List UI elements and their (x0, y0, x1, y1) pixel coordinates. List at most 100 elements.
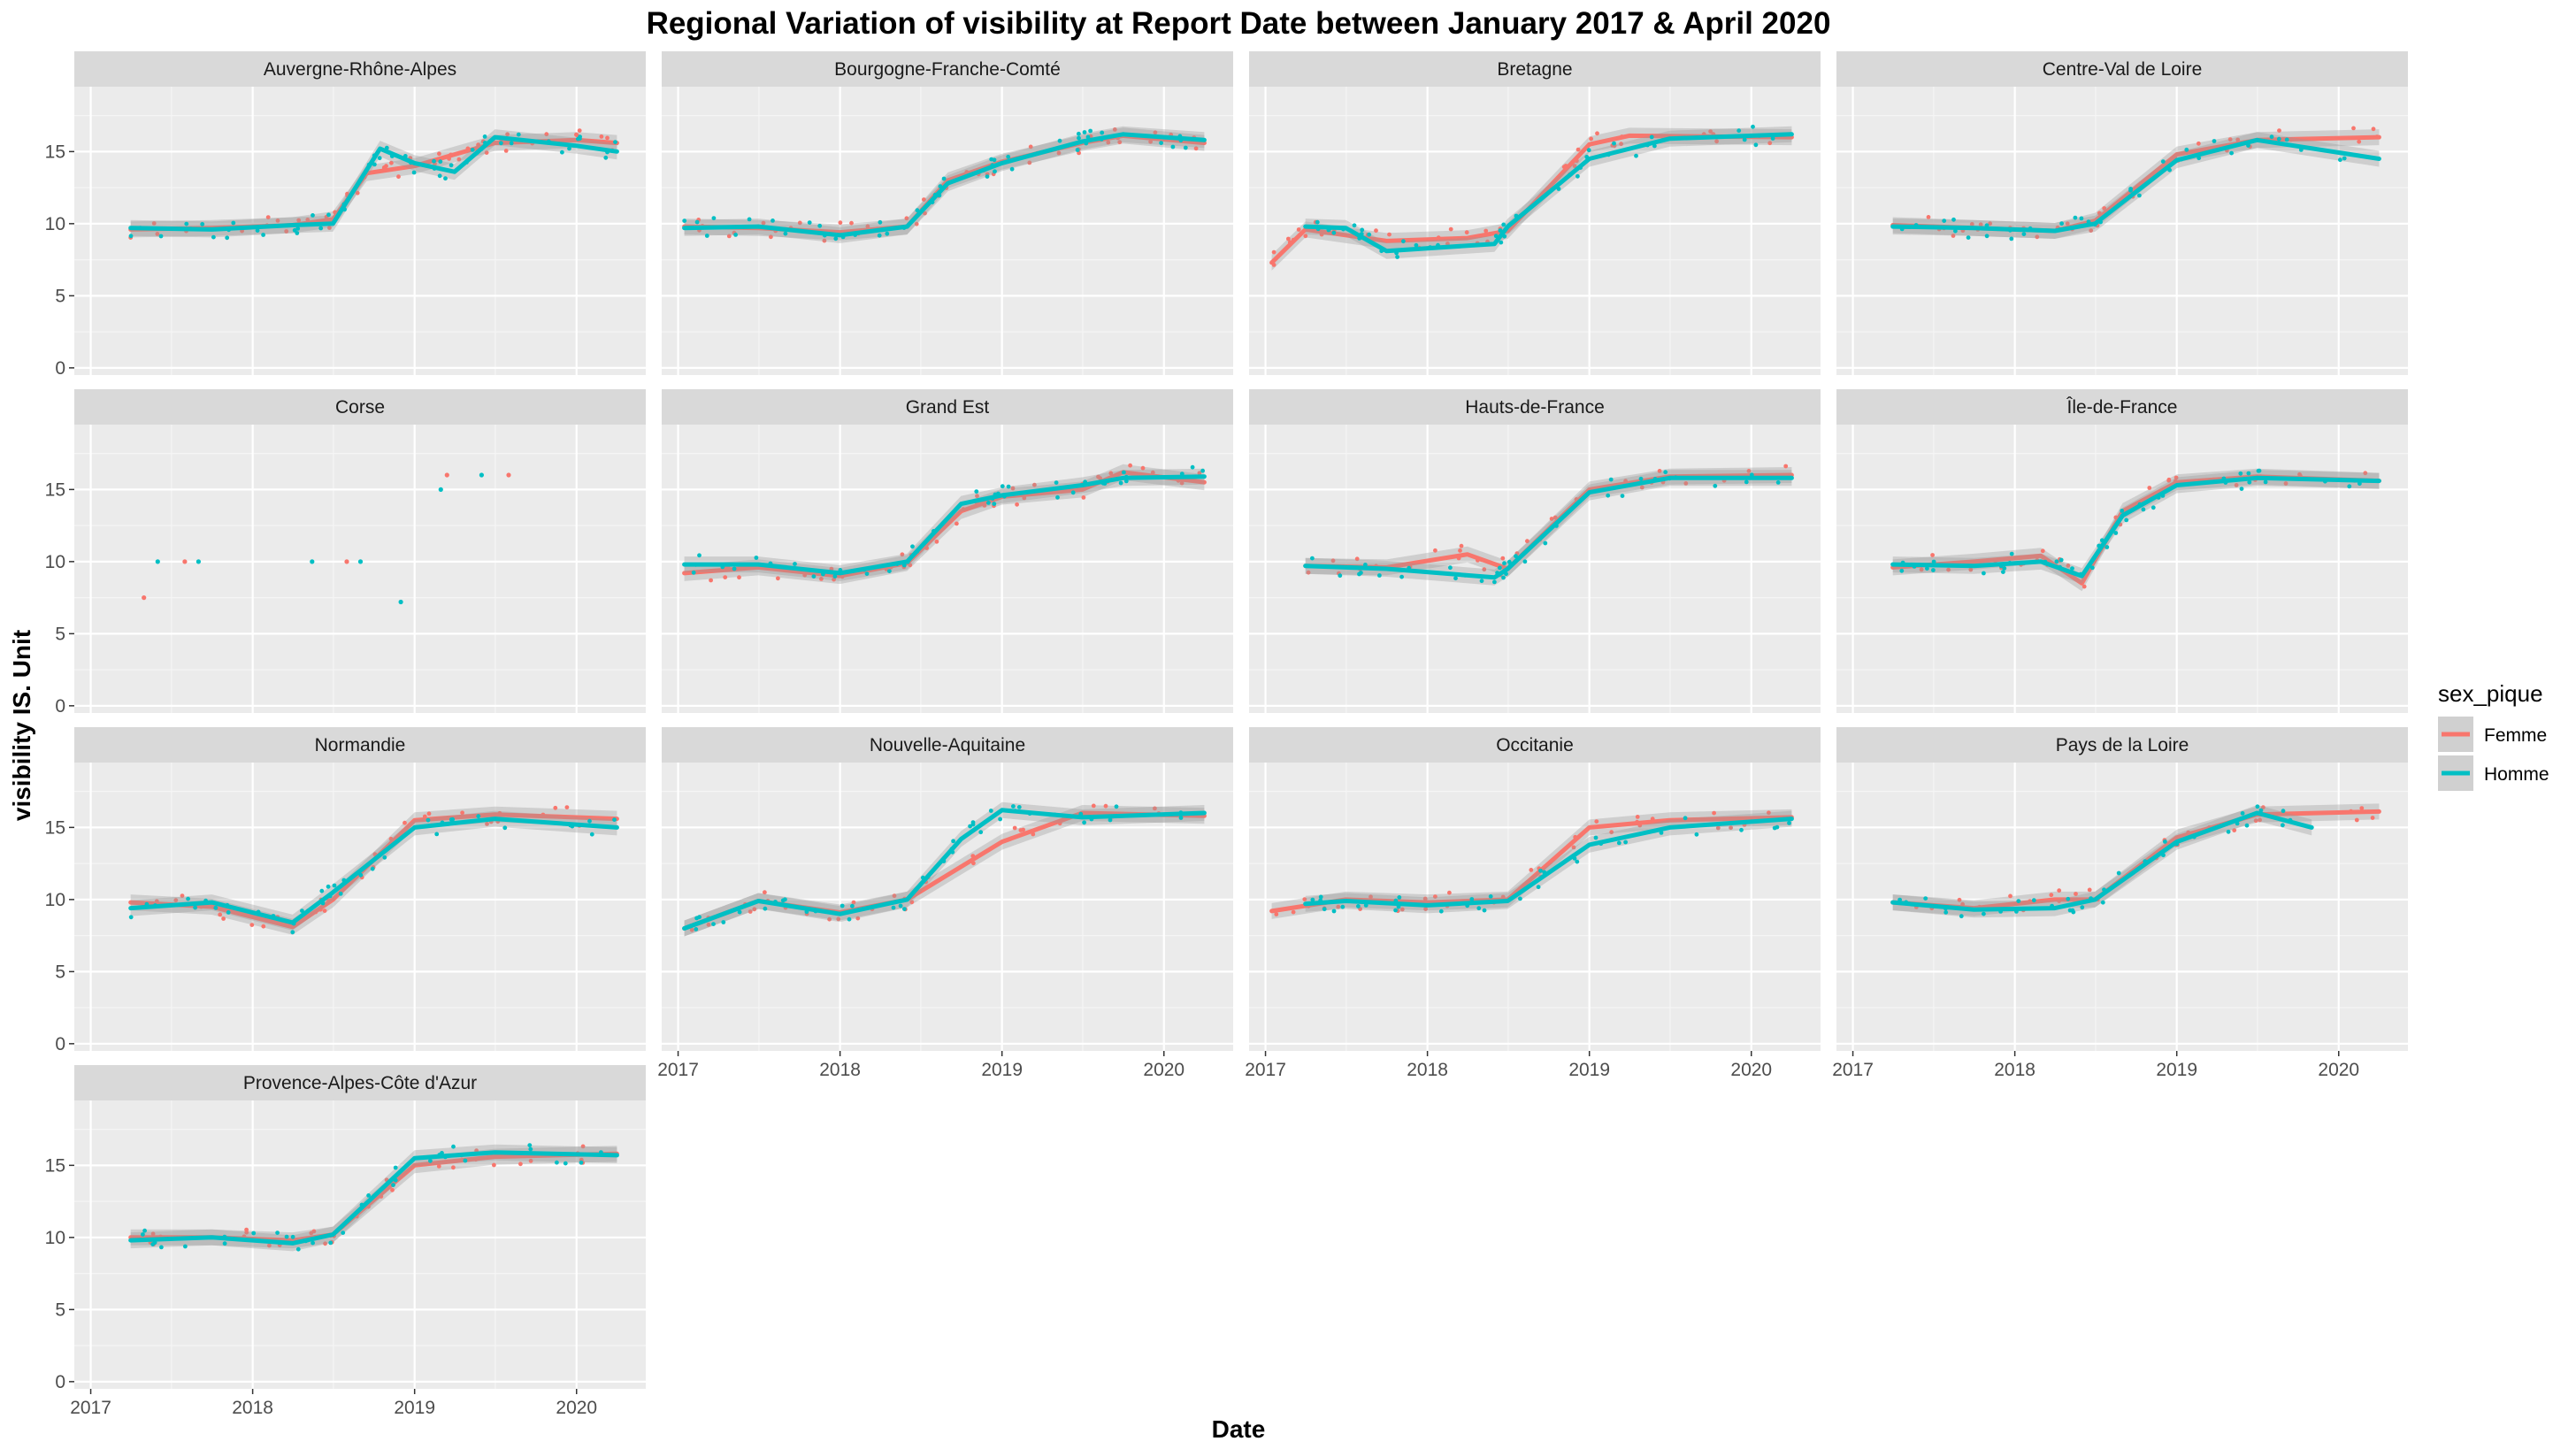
data-point (2255, 804, 2260, 809)
panel-corse: Corse 0 5 10 15 (45, 389, 646, 717)
data-point (1944, 910, 1949, 915)
data-point (1302, 897, 1307, 901)
data-point (737, 909, 742, 915)
panel-strip (1249, 727, 1821, 763)
data-point (914, 221, 919, 226)
data-point (372, 162, 377, 167)
data-point (1501, 222, 1506, 227)
data-point (344, 559, 349, 564)
data-point (267, 1243, 272, 1248)
data-point (763, 906, 768, 911)
panel-strip-label: Occitanie (1496, 735, 1574, 755)
data-point (763, 890, 767, 895)
data-point (1170, 144, 1176, 150)
data-point (1694, 832, 1699, 837)
y-tick-label: 15 (45, 479, 65, 500)
data-point (819, 577, 824, 581)
data-point (1070, 490, 1076, 495)
data-point (691, 570, 696, 575)
data-point (1498, 565, 1502, 571)
data-point (2031, 898, 2036, 903)
data-point (310, 559, 315, 564)
data-point (850, 903, 855, 908)
data-point (1057, 138, 1062, 143)
smooth-line-femme (1269, 133, 1794, 265)
data-point (390, 1187, 395, 1192)
data-point (2054, 559, 2059, 564)
data-point (1088, 128, 1092, 134)
data-point (993, 169, 997, 174)
y-axis-title: visibility IS. Unit (8, 630, 35, 821)
data-point (2269, 134, 2274, 140)
data-point (865, 224, 870, 229)
data-point (470, 148, 475, 152)
data-point (2160, 159, 2166, 165)
data-point (128, 234, 134, 239)
x-tick-label: 2018 (1407, 1060, 1448, 1080)
smooth-line-femme (128, 812, 619, 930)
data-point (284, 229, 289, 234)
data-point (1529, 868, 1534, 872)
panel-strip (662, 51, 1233, 87)
data-point (1322, 907, 1327, 912)
data-point (1091, 803, 1096, 809)
data-point (2240, 811, 2245, 816)
data-point (2212, 139, 2217, 143)
data-point (1458, 548, 1462, 553)
data-point (563, 1161, 568, 1166)
data-point (1925, 566, 1929, 571)
data-point (2073, 215, 2078, 220)
data-point (2347, 484, 2352, 489)
data-point (2174, 475, 2179, 480)
data-point (1368, 894, 1373, 900)
data-point (366, 1193, 371, 1198)
panel-strip-label: Île-de-France (2066, 397, 2178, 418)
data-point (2234, 483, 2239, 487)
data-point (864, 571, 870, 576)
data-point (2281, 809, 2286, 814)
data-point (1193, 146, 1199, 151)
data-point (682, 218, 687, 224)
data-point (2371, 126, 2376, 132)
data-point (438, 159, 443, 165)
data-point (1006, 154, 1011, 159)
data-point (2070, 566, 2074, 571)
data-point (1713, 483, 1718, 488)
panel-occitanie: Occitanie 2017 2018 2019 2020 (1245, 727, 1821, 1080)
data-point (437, 151, 441, 157)
data-point (338, 891, 343, 896)
data-point (1663, 470, 1668, 475)
smooth-line-homme (1890, 475, 2381, 579)
data-point (817, 223, 823, 228)
data-point (319, 888, 325, 893)
data-point (1616, 840, 1622, 846)
legend-title: sex_pique (2438, 680, 2543, 707)
data-point (1609, 830, 1614, 835)
data-point (1318, 894, 1323, 900)
data-point (332, 883, 337, 888)
data-point (261, 233, 265, 237)
y-tick-label: 15 (45, 1155, 65, 1176)
data-point (733, 233, 738, 237)
data-point (985, 174, 990, 180)
data-point (142, 1228, 148, 1233)
data-point (1931, 568, 1936, 572)
data-point (2066, 564, 2071, 568)
data-point (1077, 135, 1081, 141)
data-point (2074, 892, 2078, 896)
smooth-line-femme (682, 470, 1207, 579)
data-point (599, 134, 604, 139)
data-point (1518, 896, 1522, 901)
data-point (1028, 144, 1033, 150)
panel-strip (74, 51, 646, 87)
data-point (527, 1143, 533, 1147)
panels-layer: Auvergne-Rhône-Alpes 0 5 10 15 Bourgogne-Fran… (45, 51, 2408, 1418)
legend-item-femme: Femme (2438, 717, 2547, 752)
data-point (1100, 130, 1105, 135)
data-point (450, 816, 456, 822)
data-point (2263, 479, 2268, 485)
data-point (711, 922, 716, 926)
data-point (838, 220, 843, 226)
data-point (1395, 255, 1399, 259)
data-point (1712, 810, 1716, 816)
